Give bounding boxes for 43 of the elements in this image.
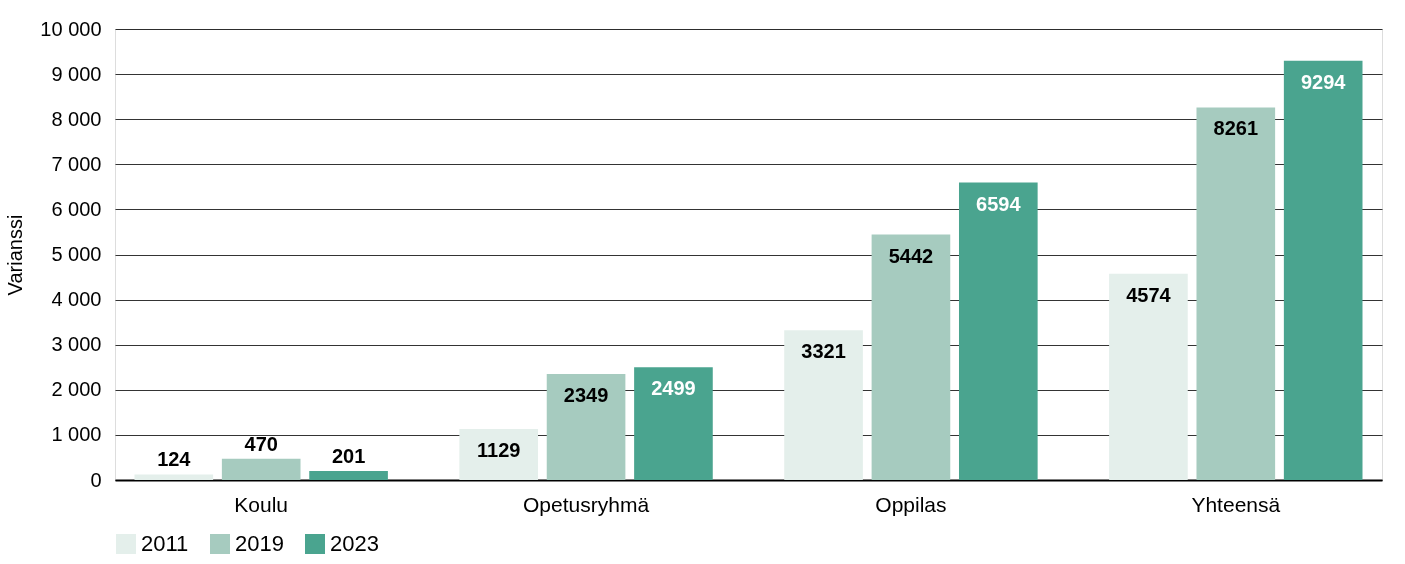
y-axis-title: Varianssi xyxy=(4,214,27,296)
y-tick-label: 7 000 xyxy=(51,152,102,175)
bar xyxy=(546,374,626,480)
legend-label: 2011 xyxy=(141,531,189,556)
bar xyxy=(1283,60,1363,480)
y-tick-label: 2 000 xyxy=(51,378,102,401)
y-tick-label: 4 000 xyxy=(51,288,102,311)
y-tick-label: 0 xyxy=(90,468,102,491)
legend-label: 2023 xyxy=(330,531,379,556)
y-tick-label: 8 000 xyxy=(51,107,102,130)
data-label: 3321 xyxy=(801,340,846,363)
data-label: 2499 xyxy=(651,377,696,400)
data-label: 4574 xyxy=(1126,283,1172,306)
x-tick-label: Opetusryhmä xyxy=(523,492,650,516)
bar xyxy=(309,470,388,480)
bar xyxy=(459,429,539,480)
y-tick-label: 5 000 xyxy=(51,243,102,265)
data-label: 470 xyxy=(244,432,278,455)
y-tick-label: 9 000 xyxy=(51,62,102,85)
data-label: 5442 xyxy=(888,244,934,267)
bar xyxy=(958,182,1038,480)
data-label: 124 xyxy=(157,448,192,471)
y-tick-label: 10 000 xyxy=(40,17,102,40)
y-tick-label: 1 000 xyxy=(51,423,102,446)
data-label: 8261 xyxy=(1213,117,1259,140)
bar xyxy=(784,330,863,480)
bar xyxy=(221,458,301,480)
x-tick-label: Yhteensä xyxy=(1191,492,1281,516)
bar xyxy=(1109,273,1188,480)
x-tick-label: Oppilas xyxy=(875,492,947,516)
y-tick-label: 6 000 xyxy=(51,197,102,220)
bar xyxy=(634,367,713,480)
data-label: 9294 xyxy=(1300,70,1347,93)
data-label: 201 xyxy=(331,444,366,467)
x-tick-label: Koulu xyxy=(234,492,289,516)
legend-label: 2019 xyxy=(235,531,284,556)
data-label: 6594 xyxy=(976,192,1022,215)
y-tick-label: 3 000 xyxy=(51,333,102,356)
bar xyxy=(1196,107,1276,480)
data-label: 2349 xyxy=(563,384,609,407)
bar xyxy=(871,234,951,480)
data-label: 1129 xyxy=(476,439,521,462)
bar xyxy=(134,474,214,480)
